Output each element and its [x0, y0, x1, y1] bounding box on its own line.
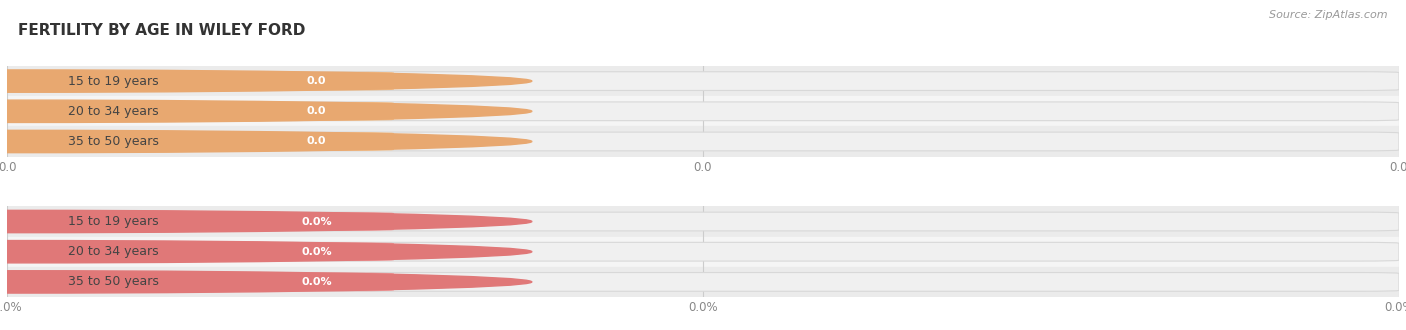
FancyBboxPatch shape — [10, 102, 318, 121]
Bar — [7, 206, 1399, 237]
FancyBboxPatch shape — [10, 212, 318, 231]
FancyBboxPatch shape — [10, 273, 278, 291]
FancyBboxPatch shape — [10, 273, 318, 291]
Text: 0.0%: 0.0% — [301, 247, 332, 257]
FancyBboxPatch shape — [10, 212, 1399, 231]
Circle shape — [0, 210, 531, 233]
FancyBboxPatch shape — [10, 132, 1399, 151]
Text: 20 to 34 years: 20 to 34 years — [69, 105, 159, 118]
Bar — [7, 96, 1399, 126]
Circle shape — [0, 100, 531, 122]
Bar — [7, 237, 1399, 267]
Bar — [7, 267, 1399, 297]
Text: 0.0: 0.0 — [307, 137, 326, 147]
FancyBboxPatch shape — [278, 273, 394, 291]
FancyBboxPatch shape — [10, 132, 318, 151]
FancyBboxPatch shape — [10, 242, 278, 261]
FancyBboxPatch shape — [10, 102, 278, 121]
Text: 0.0: 0.0 — [307, 76, 326, 86]
FancyBboxPatch shape — [278, 102, 394, 121]
FancyBboxPatch shape — [10, 132, 278, 151]
FancyBboxPatch shape — [10, 72, 278, 90]
Circle shape — [0, 130, 531, 153]
FancyBboxPatch shape — [278, 72, 394, 90]
Text: Source: ZipAtlas.com: Source: ZipAtlas.com — [1270, 10, 1388, 20]
Bar — [7, 126, 1399, 157]
Text: 20 to 34 years: 20 to 34 years — [69, 245, 159, 258]
FancyBboxPatch shape — [278, 132, 394, 151]
Circle shape — [0, 271, 531, 293]
Circle shape — [0, 70, 531, 92]
FancyBboxPatch shape — [10, 273, 1399, 291]
Circle shape — [0, 241, 531, 263]
FancyBboxPatch shape — [10, 242, 318, 261]
FancyBboxPatch shape — [10, 72, 1399, 90]
Text: 35 to 50 years: 35 to 50 years — [69, 276, 159, 288]
Text: 0.0: 0.0 — [307, 106, 326, 116]
Text: 15 to 19 years: 15 to 19 years — [69, 215, 159, 228]
Text: FERTILITY BY AGE IN WILEY FORD: FERTILITY BY AGE IN WILEY FORD — [18, 23, 305, 38]
FancyBboxPatch shape — [278, 242, 394, 261]
FancyBboxPatch shape — [10, 102, 1399, 121]
FancyBboxPatch shape — [278, 212, 394, 231]
Text: 0.0%: 0.0% — [301, 216, 332, 226]
Text: 15 to 19 years: 15 to 19 years — [69, 75, 159, 87]
Bar — [7, 66, 1399, 96]
Text: 35 to 50 years: 35 to 50 years — [69, 135, 159, 148]
FancyBboxPatch shape — [10, 72, 318, 90]
FancyBboxPatch shape — [10, 212, 278, 231]
Text: 0.0%: 0.0% — [301, 277, 332, 287]
FancyBboxPatch shape — [10, 242, 1399, 261]
